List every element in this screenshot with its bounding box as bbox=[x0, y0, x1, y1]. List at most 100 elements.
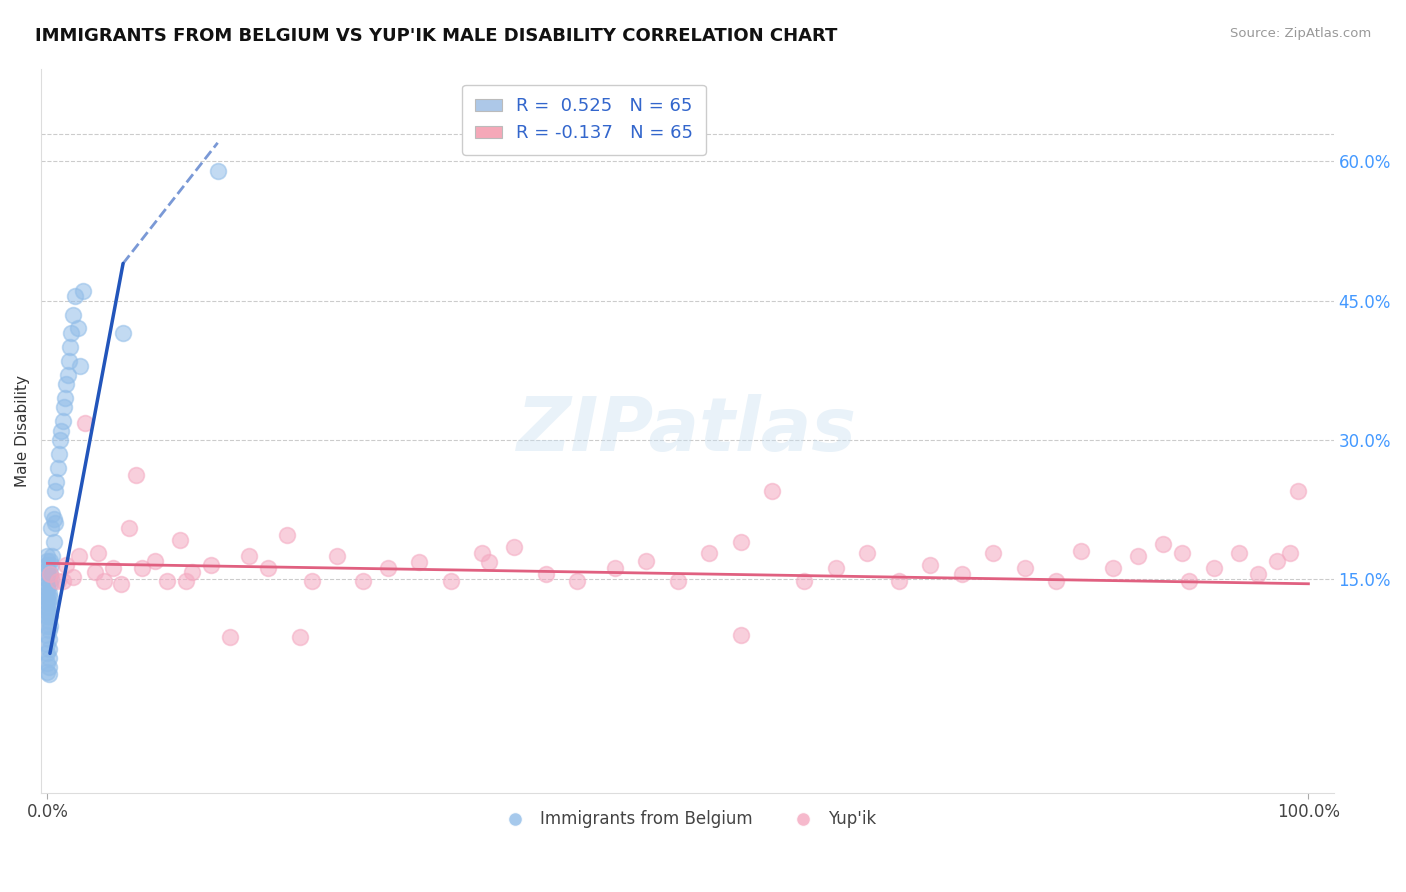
Point bbox=[39, 618, 62, 632]
Point bbox=[38, 651, 60, 665]
Point bbox=[37, 567, 59, 582]
Point bbox=[41, 507, 63, 521]
Point bbox=[39, 609, 62, 624]
Point bbox=[62, 570, 84, 584]
Point bbox=[55, 558, 77, 573]
Point bbox=[51, 574, 73, 588]
Text: ZIPatlas: ZIPatlas bbox=[517, 394, 858, 467]
Point bbox=[42, 535, 65, 549]
Point bbox=[59, 340, 82, 354]
Point bbox=[478, 556, 501, 570]
Point bbox=[730, 628, 752, 642]
Point bbox=[730, 535, 752, 549]
Point bbox=[257, 561, 280, 575]
Point bbox=[1070, 544, 1092, 558]
Point bbox=[1286, 483, 1309, 498]
Point bbox=[37, 563, 59, 577]
Point bbox=[49, 433, 72, 447]
Point bbox=[471, 546, 494, 560]
Point bbox=[72, 285, 94, 299]
Point bbox=[1128, 549, 1150, 563]
Point bbox=[56, 368, 79, 382]
Point bbox=[38, 614, 60, 628]
Point bbox=[207, 163, 229, 178]
Point bbox=[37, 647, 59, 661]
Point bbox=[66, 321, 89, 335]
Point bbox=[603, 561, 626, 575]
Point bbox=[62, 308, 84, 322]
Point bbox=[38, 666, 60, 681]
Point bbox=[38, 660, 60, 674]
Point bbox=[761, 483, 783, 498]
Point bbox=[38, 605, 60, 619]
Point bbox=[37, 553, 59, 567]
Legend: Immigrants from Belgium, Yup'ik: Immigrants from Belgium, Yup'ik bbox=[492, 804, 883, 835]
Point bbox=[63, 289, 86, 303]
Point bbox=[45, 475, 67, 489]
Point bbox=[288, 630, 311, 644]
Text: Source: ZipAtlas.com: Source: ZipAtlas.com bbox=[1230, 27, 1371, 40]
Point bbox=[37, 549, 59, 563]
Point bbox=[887, 574, 910, 588]
Point bbox=[326, 549, 349, 563]
Point bbox=[503, 540, 526, 554]
Point bbox=[41, 549, 63, 563]
Point bbox=[181, 565, 204, 579]
Point bbox=[37, 558, 59, 573]
Point bbox=[37, 576, 59, 591]
Point bbox=[48, 447, 70, 461]
Point bbox=[58, 354, 80, 368]
Point bbox=[666, 574, 689, 588]
Point bbox=[1045, 574, 1067, 588]
Point bbox=[565, 574, 588, 588]
Point bbox=[39, 576, 62, 591]
Point bbox=[39, 567, 62, 582]
Point bbox=[37, 605, 59, 619]
Point bbox=[52, 401, 75, 415]
Point bbox=[101, 561, 124, 575]
Point bbox=[37, 599, 59, 614]
Point bbox=[699, 546, 721, 560]
Point bbox=[93, 574, 115, 588]
Point bbox=[87, 546, 110, 560]
Point bbox=[950, 567, 973, 582]
Point bbox=[37, 656, 59, 670]
Point bbox=[55, 377, 77, 392]
Y-axis label: Male Disability: Male Disability bbox=[15, 375, 30, 487]
Point bbox=[534, 567, 557, 582]
Point bbox=[42, 512, 65, 526]
Point bbox=[37, 609, 59, 624]
Point bbox=[46, 460, 69, 475]
Point bbox=[39, 591, 62, 605]
Point bbox=[37, 637, 59, 651]
Point bbox=[75, 416, 97, 430]
Point bbox=[1014, 561, 1036, 575]
Point bbox=[856, 546, 879, 560]
Point bbox=[156, 574, 179, 588]
Point bbox=[1278, 546, 1301, 560]
Point bbox=[377, 561, 399, 575]
Point bbox=[38, 641, 60, 656]
Point bbox=[1227, 546, 1250, 560]
Point bbox=[37, 586, 59, 600]
Point bbox=[1265, 553, 1288, 567]
Point bbox=[636, 553, 658, 567]
Point bbox=[44, 483, 66, 498]
Point bbox=[1247, 567, 1270, 582]
Point bbox=[112, 326, 135, 340]
Point bbox=[69, 359, 91, 373]
Point bbox=[238, 549, 260, 563]
Point bbox=[125, 468, 148, 483]
Point bbox=[51, 414, 73, 428]
Point bbox=[110, 576, 132, 591]
Point bbox=[200, 558, 222, 573]
Text: IMMIGRANTS FROM BELGIUM VS YUP'IK MALE DISABILITY CORRELATION CHART: IMMIGRANTS FROM BELGIUM VS YUP'IK MALE D… bbox=[35, 27, 838, 45]
Point bbox=[39, 567, 62, 582]
Point bbox=[37, 572, 59, 586]
Point bbox=[84, 565, 107, 579]
Point bbox=[53, 391, 76, 405]
Point bbox=[39, 572, 62, 586]
Point bbox=[1102, 561, 1125, 575]
Point bbox=[118, 521, 141, 535]
Point bbox=[44, 516, 66, 531]
